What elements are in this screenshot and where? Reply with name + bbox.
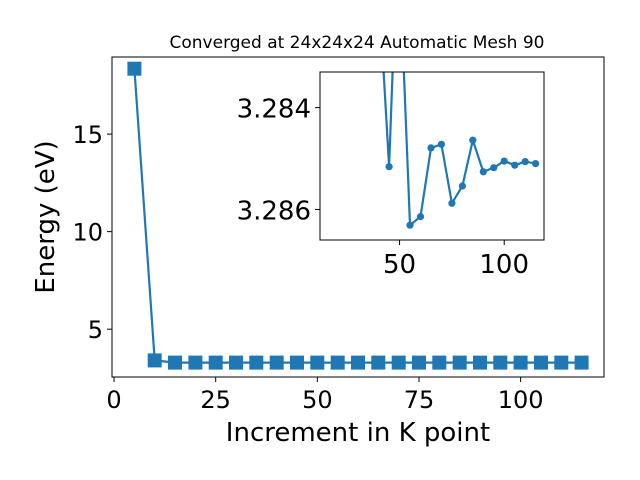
y-tick-label: 10 xyxy=(72,219,103,247)
x-tick-label: 0 xyxy=(106,386,121,414)
inset-background xyxy=(320,72,544,240)
main-data-point xyxy=(310,355,325,370)
x-tick-label: 100 xyxy=(498,386,544,414)
main-data-point xyxy=(574,355,589,370)
inset-data-point xyxy=(532,160,540,168)
main-data-point xyxy=(229,355,243,370)
inset-plot-frame xyxy=(319,71,545,241)
main-data-point xyxy=(330,355,345,370)
main-data-point xyxy=(554,355,569,370)
inset-x-tick-label: 100 xyxy=(479,250,529,280)
main-data-point xyxy=(147,353,162,368)
inset-x-tick-label: 50 xyxy=(383,250,416,280)
inset-data-point xyxy=(416,213,425,221)
main-data-point xyxy=(412,355,426,370)
inset-data-point xyxy=(385,163,393,171)
inset-data-point xyxy=(448,199,456,207)
inset-ticks: 50 100 3.284 3.286 xyxy=(237,95,529,280)
main-data-point xyxy=(188,355,203,370)
inset-data-point xyxy=(511,161,519,169)
x-tick-label: 75 xyxy=(404,386,435,414)
inset-data-point xyxy=(479,168,487,176)
inset-series xyxy=(382,72,540,229)
main-data-point xyxy=(534,355,548,370)
main-data-point xyxy=(249,355,264,370)
y-axis-label: Energy (eV) xyxy=(31,140,61,293)
x-axis-label: Increment in K point xyxy=(226,418,490,448)
inset-data-point xyxy=(458,182,466,190)
main-data-point xyxy=(208,355,223,370)
main-data-point xyxy=(493,355,508,370)
y-tick-label: 15 xyxy=(72,121,103,149)
inset-data-point xyxy=(500,157,508,165)
main-ticks: 0 25 50 75 100 5 10 15 xyxy=(72,121,543,414)
x-tick-label: 25 xyxy=(200,386,231,414)
main-data-point xyxy=(473,355,487,370)
inset-data-point xyxy=(427,144,435,152)
main-data-point xyxy=(513,355,528,370)
main-chart: Converged at 24x24x24 Automatic Mesh 90 … xyxy=(31,33,605,448)
inset-y-tick-label: 3.284 xyxy=(237,95,311,125)
chart-title: Converged at 24x24x24 Automatic Mesh 90 xyxy=(170,33,545,53)
main-data-point xyxy=(290,355,304,370)
inset-data-point xyxy=(521,158,529,166)
main-plot-frame xyxy=(111,56,605,378)
main-data-point xyxy=(269,355,284,370)
x-tick-label: 50 xyxy=(302,386,333,414)
y-tick-label: 5 xyxy=(88,316,103,344)
main-data-point xyxy=(168,355,182,370)
inset-clip xyxy=(382,72,540,229)
inset-data-point xyxy=(490,164,498,172)
main-data-point xyxy=(371,355,386,370)
main-data-point xyxy=(127,61,142,76)
inset-y-tick-label: 3.286 xyxy=(237,196,311,226)
inset-data-point xyxy=(469,136,477,144)
main-series xyxy=(127,61,589,370)
main-data-point xyxy=(452,355,467,370)
inset-data-point xyxy=(437,140,445,148)
inset-chart: 50 100 3.284 3.286 xyxy=(237,71,545,280)
inset-data-point xyxy=(406,221,414,229)
main-data-point xyxy=(351,355,365,370)
main-data-point xyxy=(391,355,406,370)
main-data-point xyxy=(432,355,447,370)
